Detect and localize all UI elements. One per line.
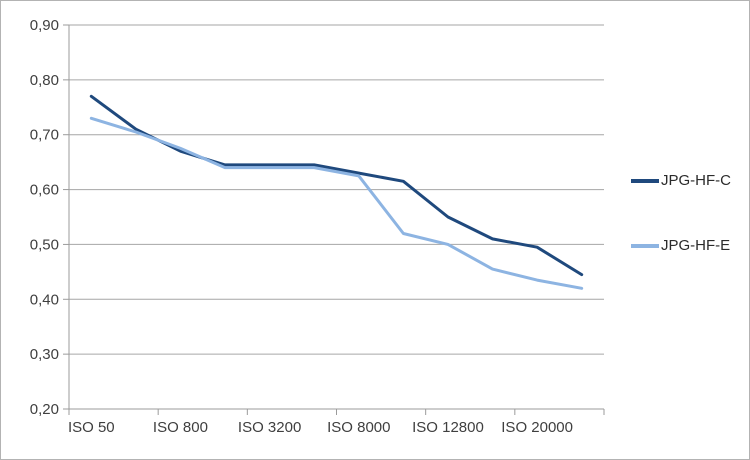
- series-line-jpg-hf-e: [89, 116, 584, 290]
- legend-item-jpg-hf-c: JPG-HF-C: [631, 172, 731, 189]
- y-axis-label: 0,60: [30, 182, 59, 199]
- y-axis-label: 0,20: [30, 401, 59, 418]
- x-axis-label: ISO 3200: [238, 419, 301, 436]
- x-axis-label: ISO 8000: [327, 419, 390, 436]
- x-axis-label: ISO 50: [68, 419, 115, 436]
- chart-legend: JPG-HF-C JPG-HF-E: [631, 1, 749, 459]
- x-axis-label: ISO 800: [153, 419, 208, 436]
- series-line-jpg-hf-c: [89, 94, 584, 277]
- x-axis-label: ISO 20000: [501, 419, 573, 436]
- y-axis-label: 0,70: [30, 127, 59, 144]
- x-axis-label: ISO 12800: [412, 419, 484, 436]
- legend-label-jpg-hf-c: JPG-HF-C: [661, 172, 731, 189]
- legend-item-jpg-hf-e: JPG-HF-E: [631, 237, 730, 254]
- y-axis-label: 0,90: [30, 17, 59, 34]
- y-axis-label: 0,30: [30, 346, 59, 363]
- y-axis-label: 0,50: [30, 236, 59, 253]
- legend-line-swatch-jpg-hf-c: [631, 178, 659, 183]
- legend-label-jpg-hf-e: JPG-HF-E: [661, 237, 731, 254]
- y-axis-label: 0,40: [30, 291, 59, 308]
- y-axis-label: 0,80: [30, 72, 59, 89]
- legend-line-swatch-jpg-hf-e: [631, 243, 659, 248]
